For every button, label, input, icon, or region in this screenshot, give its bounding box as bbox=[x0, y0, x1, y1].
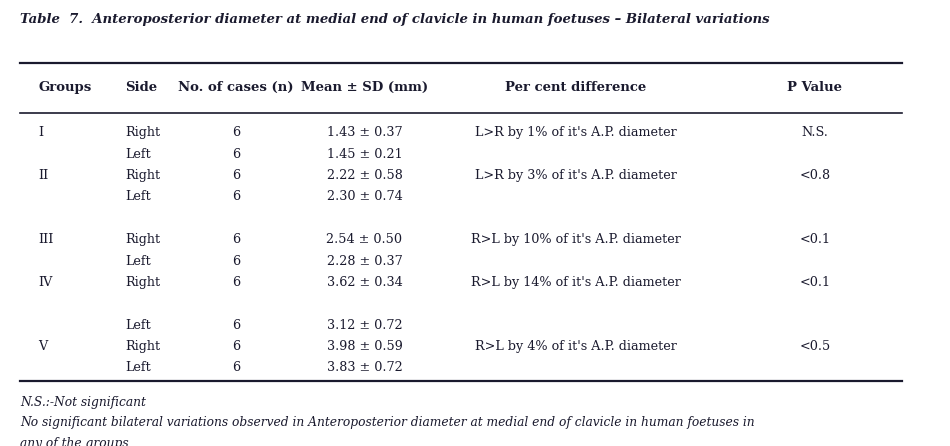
Text: III: III bbox=[38, 233, 53, 246]
Text: V: V bbox=[38, 340, 48, 353]
Text: <0.5: <0.5 bbox=[799, 340, 830, 353]
Text: 6: 6 bbox=[232, 255, 239, 268]
Text: Table  7.  Anteroposterior diameter at medial end of clavicle in human foetuses : Table 7. Anteroposterior diameter at med… bbox=[20, 13, 770, 26]
Text: P Value: P Value bbox=[788, 81, 843, 95]
Text: IV: IV bbox=[38, 276, 52, 289]
Text: 3.83 ± 0.72: 3.83 ± 0.72 bbox=[327, 361, 402, 375]
Text: Left: Left bbox=[125, 361, 151, 375]
Text: Side: Side bbox=[125, 81, 158, 95]
Text: 2.54 ± 0.50: 2.54 ± 0.50 bbox=[327, 233, 403, 246]
Text: N.S.: N.S. bbox=[802, 126, 828, 139]
Text: R>L by 10% of it's A.P. diameter: R>L by 10% of it's A.P. diameter bbox=[471, 233, 681, 246]
Text: No significant bilateral variations observed in Anteroposterior diameter at medi: No significant bilateral variations obse… bbox=[20, 416, 754, 429]
Text: <0.8: <0.8 bbox=[799, 169, 830, 182]
Text: 3.62 ± 0.34: 3.62 ± 0.34 bbox=[327, 276, 402, 289]
Text: No. of cases (n): No. of cases (n) bbox=[178, 81, 294, 95]
Text: N.S.:-Not significant: N.S.:-Not significant bbox=[20, 396, 145, 409]
Text: 2.22 ± 0.58: 2.22 ± 0.58 bbox=[327, 169, 403, 182]
Text: 1.43 ± 0.37: 1.43 ± 0.37 bbox=[327, 126, 402, 139]
Text: Mean ± SD (mm): Mean ± SD (mm) bbox=[301, 81, 428, 95]
Text: Right: Right bbox=[125, 276, 161, 289]
Text: 6: 6 bbox=[232, 190, 239, 203]
Text: 3.98 ± 0.59: 3.98 ± 0.59 bbox=[327, 340, 403, 353]
Text: 3.12 ± 0.72: 3.12 ± 0.72 bbox=[327, 319, 402, 332]
Text: 6: 6 bbox=[232, 340, 239, 353]
Text: Right: Right bbox=[125, 169, 161, 182]
Text: 6: 6 bbox=[232, 233, 239, 246]
Text: L>R by 3% of it's A.P. diameter: L>R by 3% of it's A.P. diameter bbox=[475, 169, 676, 182]
Text: <0.1: <0.1 bbox=[799, 276, 830, 289]
Text: 6: 6 bbox=[232, 319, 239, 332]
Text: Left: Left bbox=[125, 255, 151, 268]
Text: 6: 6 bbox=[232, 126, 239, 139]
Text: <0.1: <0.1 bbox=[799, 233, 830, 246]
Text: Left: Left bbox=[125, 148, 151, 161]
Text: II: II bbox=[38, 169, 48, 182]
Text: Left: Left bbox=[125, 190, 151, 203]
Text: any of the groups: any of the groups bbox=[20, 437, 128, 446]
Text: 6: 6 bbox=[232, 148, 239, 161]
Text: 6: 6 bbox=[232, 361, 239, 375]
Text: R>L by 4% of it's A.P. diameter: R>L by 4% of it's A.P. diameter bbox=[475, 340, 676, 353]
Text: 1.45 ± 0.21: 1.45 ± 0.21 bbox=[327, 148, 402, 161]
Text: Groups: Groups bbox=[38, 81, 91, 95]
Text: Right: Right bbox=[125, 340, 161, 353]
Text: 2.30 ± 0.74: 2.30 ± 0.74 bbox=[327, 190, 402, 203]
Text: L>R by 1% of it's A.P. diameter: L>R by 1% of it's A.P. diameter bbox=[475, 126, 676, 139]
Text: 6: 6 bbox=[232, 276, 239, 289]
Text: Right: Right bbox=[125, 233, 161, 246]
Text: 2.28 ± 0.37: 2.28 ± 0.37 bbox=[327, 255, 402, 268]
Text: Left: Left bbox=[125, 319, 151, 332]
Text: Per cent difference: Per cent difference bbox=[505, 81, 646, 95]
Text: I: I bbox=[38, 126, 44, 139]
Text: 6: 6 bbox=[232, 169, 239, 182]
Text: Right: Right bbox=[125, 126, 161, 139]
Text: R>L by 14% of it's A.P. diameter: R>L by 14% of it's A.P. diameter bbox=[471, 276, 681, 289]
